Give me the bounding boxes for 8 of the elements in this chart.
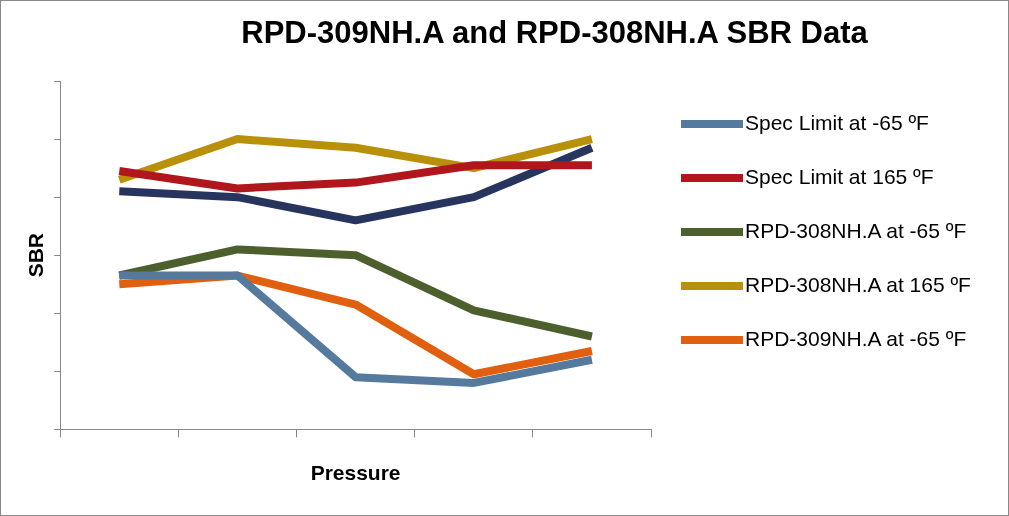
legend-label: RPD-308NH.A at 165 ºF	[745, 273, 971, 297]
chart-title: RPD-309NH.A and RPD-308NH.A SBR Data	[240, 15, 869, 51]
legend-label: Spec Limit at 165 ºF	[745, 165, 934, 189]
legend-label: RPD-308NH.A at -65 ºF	[745, 219, 967, 243]
legend-label: RPD-309NH.A at -65 ºF	[745, 327, 967, 351]
x-axis-title: Pressure	[310, 461, 401, 485]
legend-label: Spec Limit at -65 ºF	[745, 111, 929, 135]
y-axis-title: SBR	[24, 233, 48, 278]
